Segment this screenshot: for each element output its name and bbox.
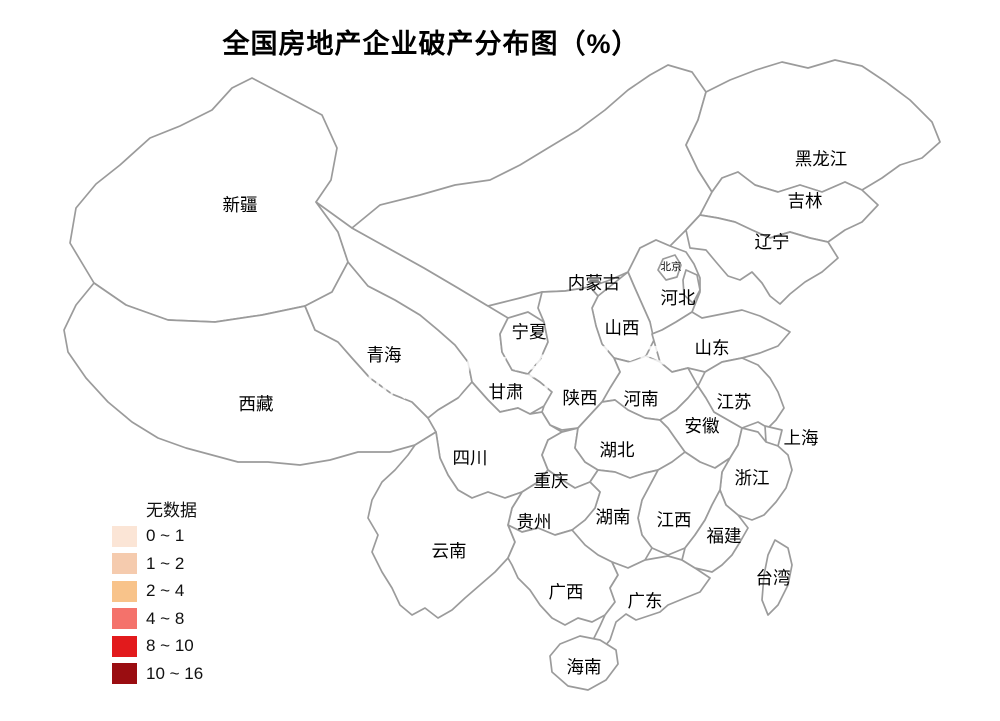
province-jiangsu [697, 357, 785, 429]
legend-label-0-1: 0 ~ 1 [146, 526, 185, 546]
province-liaoning [685, 214, 839, 305]
province-guangdong [592, 555, 711, 653]
province-label-guizhou: 贵州 [517, 512, 552, 532]
province-label-sichuan: 四川 [453, 448, 488, 468]
province-fujian [681, 489, 749, 573]
legend-swatch-no-data [112, 498, 137, 519]
province-label-hainan: 海南 [567, 657, 602, 677]
province-label-shandong: 山东 [695, 338, 730, 358]
chart-title: 全国房地产企业破产分布图（%） [222, 29, 640, 59]
province-hainan [549, 635, 619, 691]
province-label-yunnan: 云南 [432, 541, 467, 561]
legend-label-4-8: 4 ~ 8 [146, 608, 185, 628]
province-yunnan [367, 431, 523, 619]
province-label-ningxia: 宁夏 [512, 322, 547, 342]
province-label-heilongjiang: 黑龙江 [795, 149, 848, 169]
province-heilongjiang [685, 59, 941, 193]
legend: 无数据 0 ~ 1 1 ~ 2 2 ~ 4 4 ~ 8 8 ~ 10 10 ~ … [112, 495, 203, 688]
legend-swatch-4-8 [112, 608, 137, 630]
legend-row-1-2: 1 ~ 2 [112, 550, 203, 578]
province-label-zhejiang: 浙江 [735, 468, 770, 488]
province-label-jilin: 吉林 [788, 191, 823, 211]
legend-row-8-10: 8 ~ 10 [112, 633, 203, 661]
legend-swatch-10-16 [112, 663, 137, 685]
legend-swatch-1-2 [112, 553, 137, 575]
legend-label-10-16: 10 ~ 16 [146, 663, 204, 683]
province-label-tibet: 西藏 [239, 394, 274, 414]
legend-row-10-16: 10 ~ 16 [112, 660, 203, 688]
province-label-beijing: 北京 [661, 260, 682, 273]
province-label-jiangsu: 江苏 [717, 392, 752, 412]
province-xinjiang [69, 77, 349, 323]
legend-swatch-0-1 [112, 525, 137, 547]
legend-label-no-data: 无数据 [146, 501, 197, 521]
province-tianjin [682, 269, 701, 304]
province-label-shaanxi: 陕西 [563, 388, 598, 408]
legend-swatch-2-4 [112, 580, 137, 602]
legend-row-no-data: 无数据 [112, 495, 203, 523]
province-label-shanghai: 上海 [784, 428, 819, 448]
province-label-anhui: 安徽 [685, 416, 720, 436]
province-label-xinjiang: 新疆 [223, 195, 258, 215]
legend-row-0-1: 0 ~ 1 [112, 523, 203, 551]
legend-label-8-10: 8 ~ 10 [146, 636, 194, 656]
province-label-inner-mongolia: 内蒙古 [568, 273, 621, 293]
province-label-shanxi: 山西 [605, 318, 640, 338]
legend-swatch-8-10 [112, 635, 137, 657]
province-label-liaoning: 辽宁 [755, 232, 790, 252]
province-label-guangdong: 广东 [628, 591, 663, 611]
legend-label-1-2: 1 ~ 2 [146, 553, 185, 573]
province-label-taiwan: 台湾 [756, 568, 791, 588]
province-label-jiangxi: 江西 [657, 510, 692, 530]
province-label-henan: 河南 [624, 389, 659, 409]
province-label-guangxi: 广西 [549, 582, 584, 602]
province-label-gansu: 甘肃 [489, 382, 524, 402]
legend-row-2-4: 2 ~ 4 [112, 578, 203, 606]
province-beijing [657, 254, 682, 281]
province-label-hunan: 湖南 [596, 507, 631, 527]
province-taiwan [761, 539, 793, 616]
legend-row-4-8: 4 ~ 8 [112, 605, 203, 633]
province-label-fujian: 福建 [707, 526, 742, 546]
legend-label-2-4: 2 ~ 4 [146, 581, 185, 601]
province-label-hebei: 河北 [661, 288, 696, 308]
province-label-chongqing: 重庆 [534, 471, 569, 491]
province-label-qinghai: 青海 [367, 345, 402, 365]
province-label-hubei: 湖北 [600, 440, 635, 460]
